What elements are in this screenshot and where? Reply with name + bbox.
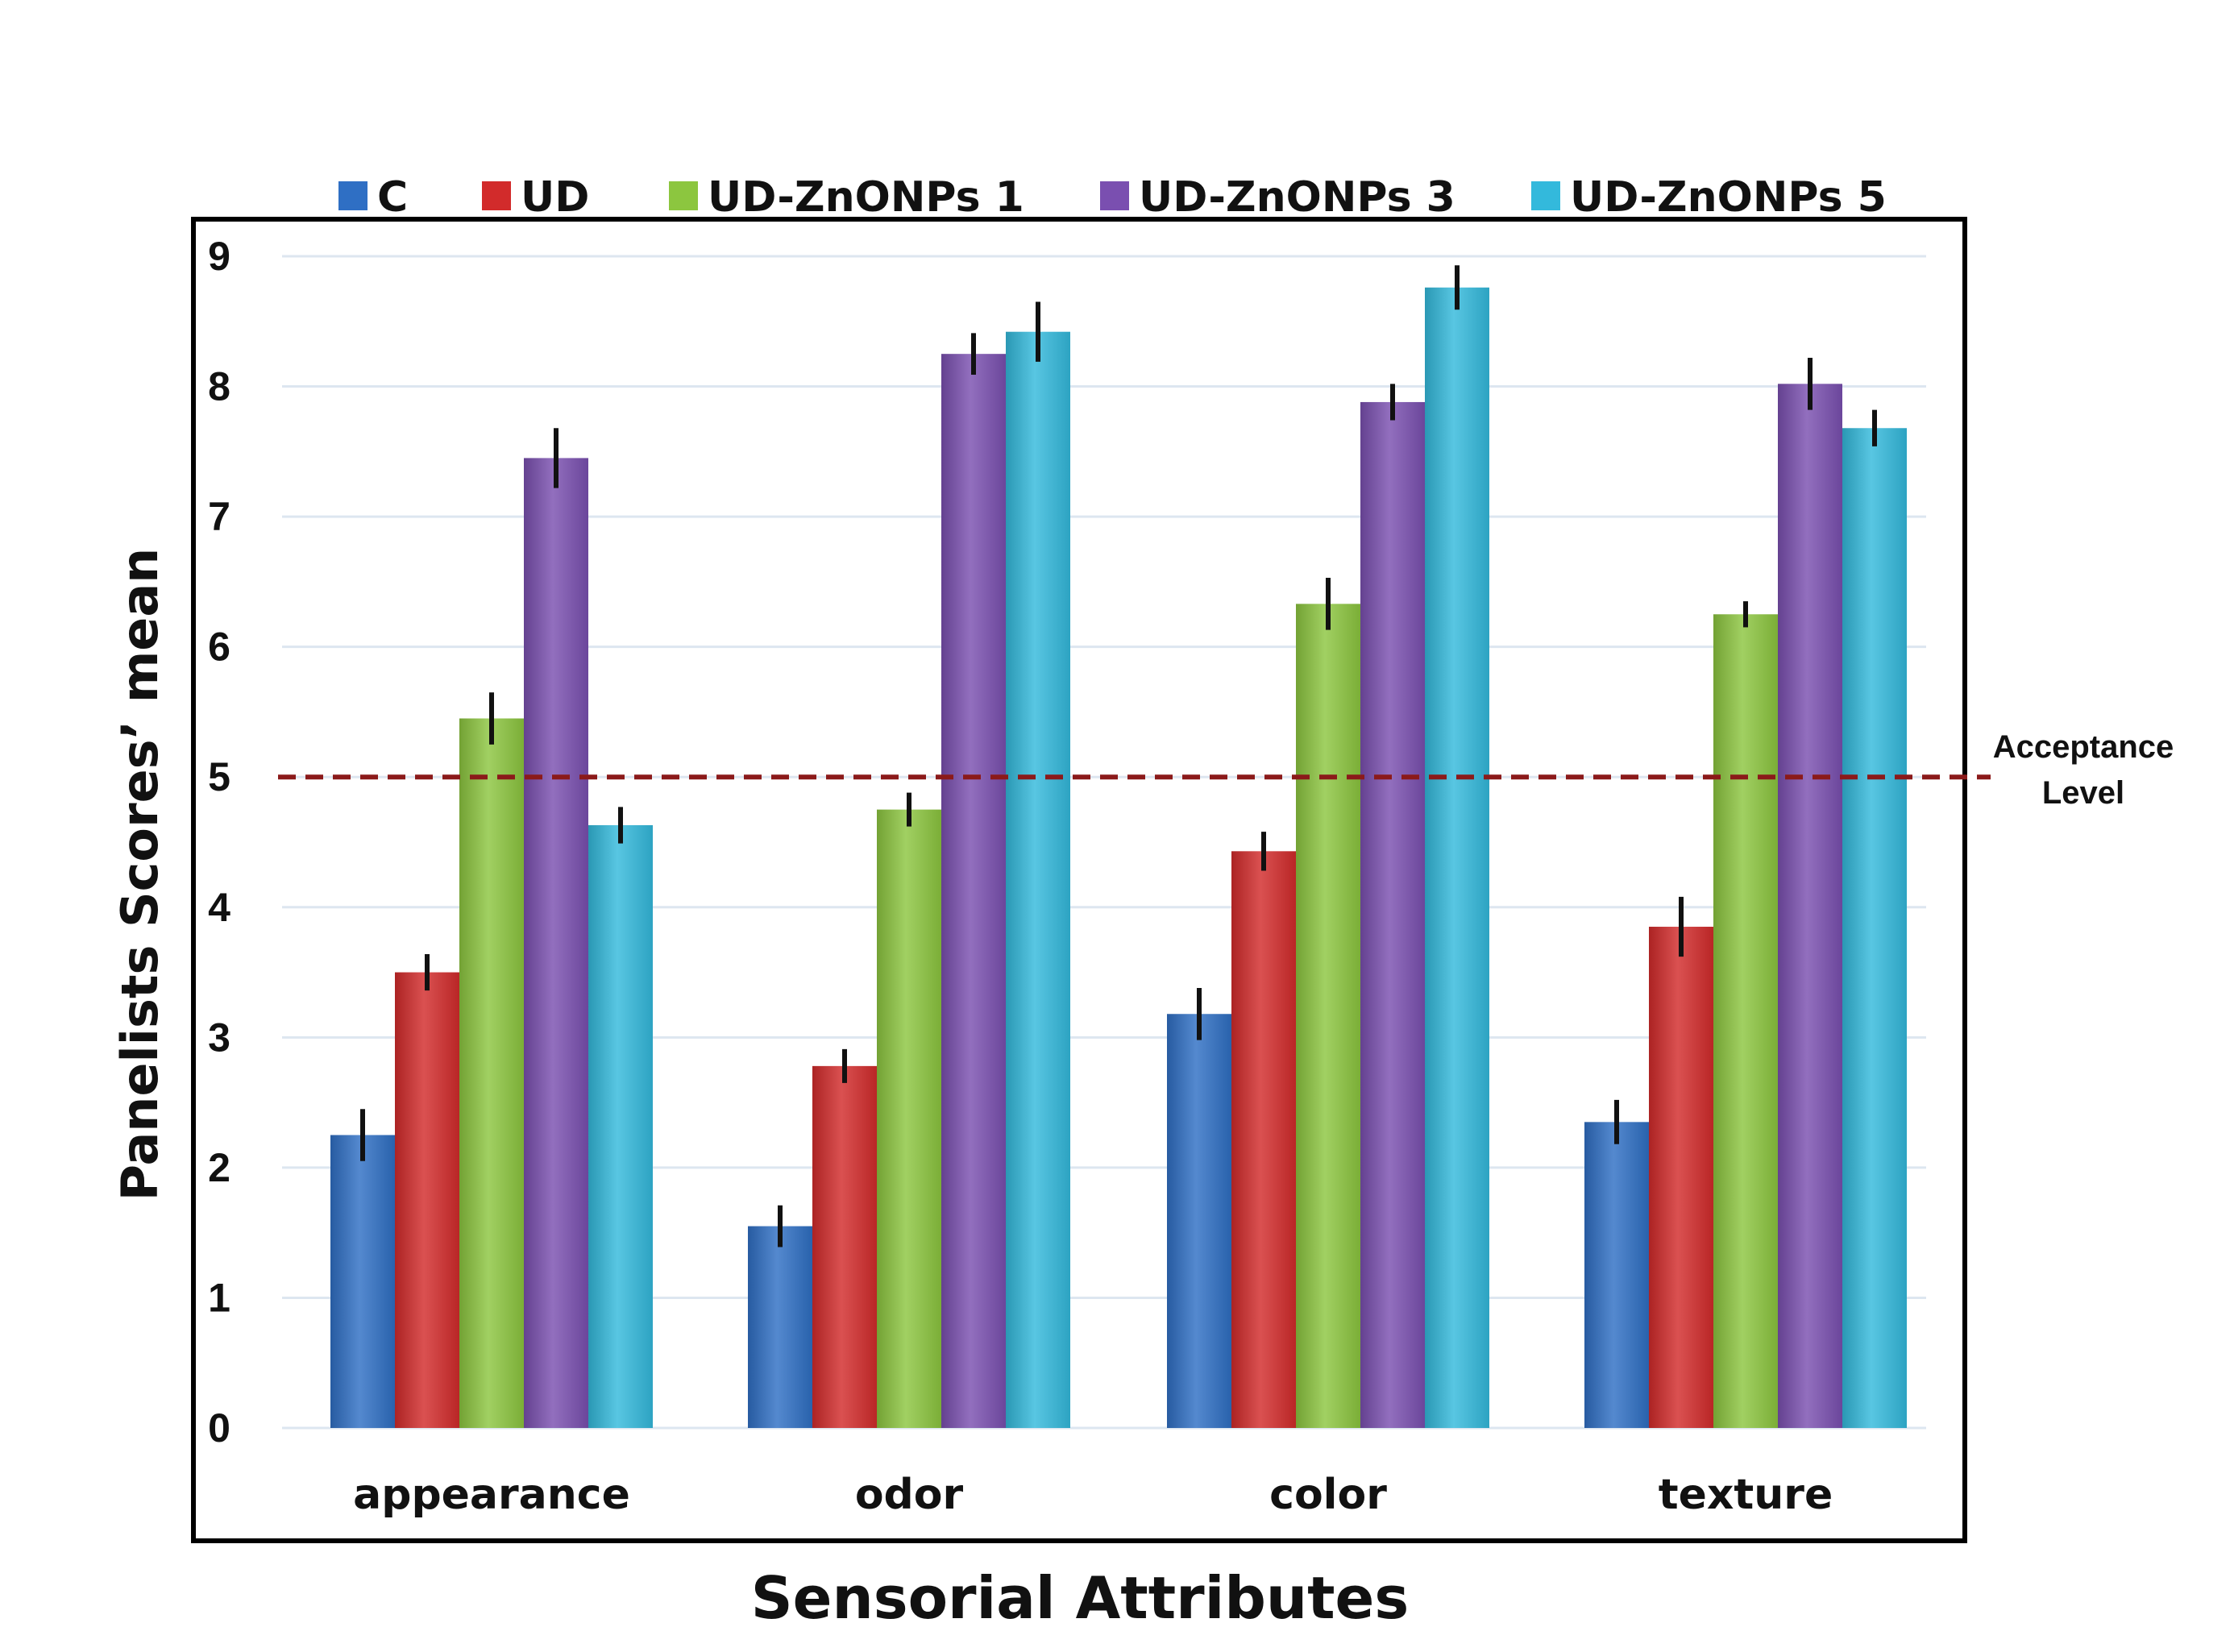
y-tick-label: 5 bbox=[208, 754, 230, 799]
y-tick-label: 2 bbox=[208, 1145, 230, 1190]
bar-texture-ud-znonps-3 bbox=[1778, 384, 1842, 1428]
legend-swatch bbox=[482, 181, 511, 210]
bar-odor-ud bbox=[812, 1065, 877, 1428]
legend-label: UD-ZnONPs 3 bbox=[1139, 173, 1455, 222]
y-tick-label: 6 bbox=[208, 625, 230, 670]
y-axis-title: Panelists Scores’ mean bbox=[110, 548, 169, 1202]
acceptance-label-line1: Acceptance bbox=[1993, 729, 2174, 765]
bar-appearance-ud-znonps-3 bbox=[524, 458, 588, 1428]
legend-swatch bbox=[669, 181, 698, 210]
bar-color-ud-znonps-5 bbox=[1425, 287, 1489, 1429]
bar-color-ud bbox=[1231, 851, 1296, 1428]
y-tick-label: 1 bbox=[208, 1275, 230, 1320]
bar-color-ud-znonps-1 bbox=[1296, 604, 1360, 1428]
bar-odor-ud-znonps-3 bbox=[941, 354, 1006, 1429]
legend-swatch bbox=[1531, 181, 1560, 210]
x-axis-category-labels: appearance odor color texture bbox=[353, 1471, 1833, 1519]
legend: C UD UD-ZnONPs 1 UD-ZnONPs 3 UD-ZnONPs 5 bbox=[338, 173, 1887, 222]
y-tick-label: 4 bbox=[208, 885, 230, 930]
plot-frame bbox=[191, 217, 1967, 1543]
bar-texture-ud-znonps-1 bbox=[1713, 614, 1778, 1428]
bar-odor-ud-znonps-5 bbox=[1006, 331, 1070, 1429]
legend-item: UD-ZnONPs 1 bbox=[669, 173, 1024, 222]
y-tick-label: 9 bbox=[208, 234, 230, 279]
acceptance-label-line2: Level bbox=[2042, 775, 2124, 811]
x-category-label: color bbox=[1269, 1471, 1387, 1519]
legend-label: UD-ZnONPs 5 bbox=[1570, 173, 1887, 222]
bar-appearance-c bbox=[330, 1135, 395, 1428]
bar-odor-ud-znonps-1 bbox=[877, 809, 941, 1428]
y-tick-label: 3 bbox=[208, 1015, 230, 1060]
legend-swatch bbox=[338, 181, 367, 210]
y-tick-label: 7 bbox=[208, 494, 230, 539]
legend-item: UD-ZnONPs 3 bbox=[1100, 173, 1455, 222]
x-category-label: texture bbox=[1659, 1471, 1833, 1519]
bar-texture-c bbox=[1584, 1122, 1649, 1428]
legend-item: UD-ZnONPs 5 bbox=[1531, 173, 1887, 222]
bar-odor-c bbox=[748, 1226, 812, 1428]
legend-item: C bbox=[338, 173, 408, 222]
x-category-label: appearance bbox=[353, 1471, 630, 1519]
bar-texture-ud-znonps-5 bbox=[1842, 428, 1907, 1428]
legend-swatch bbox=[1100, 181, 1129, 210]
y-tick-label: 0 bbox=[208, 1405, 230, 1451]
bar-appearance-ud bbox=[395, 972, 459, 1428]
legend-label: UD-ZnONPs 1 bbox=[708, 173, 1024, 222]
x-category-label: odor bbox=[855, 1471, 964, 1519]
y-tick-label: 8 bbox=[208, 364, 230, 409]
y-axis-ticks: 0 1 2 3 4 5 6 7 8 9 bbox=[208, 234, 230, 1451]
legend-label: UD bbox=[521, 173, 589, 222]
legend-item: UD bbox=[482, 173, 589, 222]
legend-label: C bbox=[377, 173, 408, 222]
acceptance-level-line: Acceptance Level bbox=[278, 729, 2174, 811]
bars bbox=[330, 265, 1907, 1429]
bar-appearance-ud-znonps-5 bbox=[588, 824, 653, 1428]
bar-color-ud-znonps-3 bbox=[1360, 401, 1425, 1428]
bar-texture-ud bbox=[1649, 927, 1713, 1428]
bar-color-c bbox=[1167, 1014, 1231, 1428]
x-axis-title: Sensorial Attributes bbox=[751, 1564, 1409, 1632]
bar-appearance-ud-znonps-1 bbox=[459, 718, 524, 1428]
